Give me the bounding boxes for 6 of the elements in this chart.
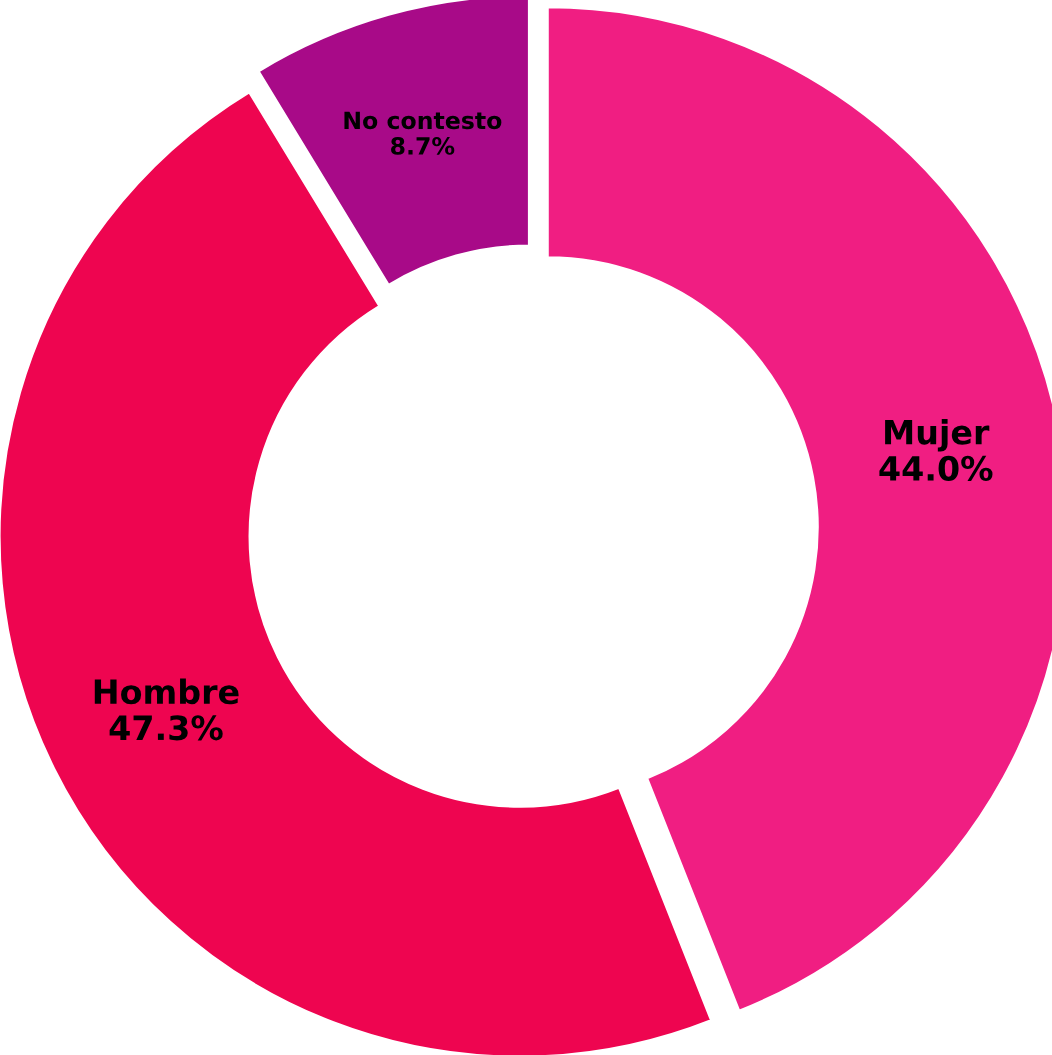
slice-label: Hombre <box>94 678 239 705</box>
slice-label: Mujer <box>885 418 990 452</box>
data-label: 44.0% <box>879 455 993 482</box>
data-label: 8.7% <box>391 136 455 155</box>
slice-label: No contesto <box>344 111 502 130</box>
data-label: 47.3% <box>109 715 223 741</box>
